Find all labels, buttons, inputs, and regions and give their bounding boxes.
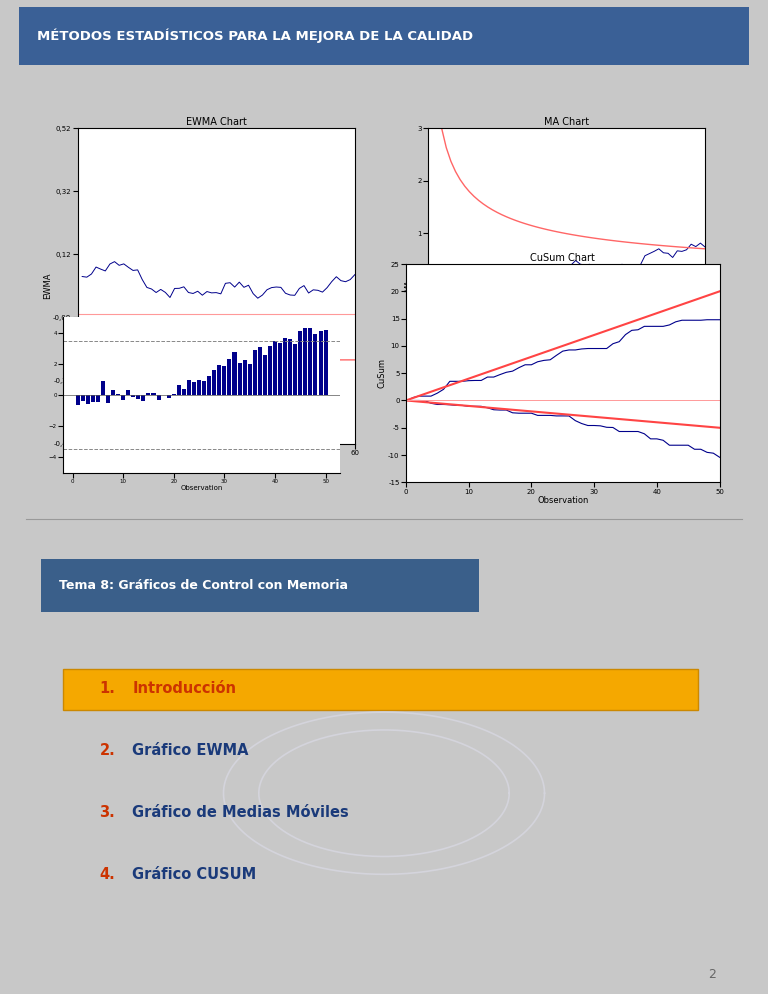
Text: Gráfico EWMA: Gráfico EWMA [132,743,249,757]
Title: MA Chart: MA Chart [544,117,589,127]
Bar [207,376,211,395]
Text: 3.: 3. [99,805,115,820]
Text: Gráfico de Medias Móviles: Gráfico de Medias Móviles [132,805,349,820]
Bar [121,395,125,400]
Bar [223,366,227,395]
Bar [167,395,170,398]
Bar [75,395,80,406]
Bar [263,355,267,395]
Bar [81,395,84,401]
Bar [253,350,257,395]
FancyBboxPatch shape [63,669,697,710]
Bar [116,394,120,395]
Title: EWMA Chart: EWMA Chart [186,117,247,127]
Bar [217,365,221,395]
Bar [101,381,105,395]
Title: CuSum Chart: CuSum Chart [531,253,595,263]
Bar [247,364,252,395]
Bar [293,344,297,395]
Bar [151,394,156,395]
FancyBboxPatch shape [19,7,749,66]
Bar [177,385,180,395]
X-axis label: Observation: Observation [190,457,242,466]
Text: 4.: 4. [99,867,115,882]
Bar [273,341,277,395]
Bar [227,360,231,395]
Text: Introducción: Introducción [132,681,237,696]
Text: 2.: 2. [99,743,115,757]
Bar [298,331,303,395]
Y-axis label: CuSum: CuSum [378,358,387,389]
Text: MÉTODOS ESTADÍSTICOS PARA LA MEJORA DE LA CALIDAD: MÉTODOS ESTADÍSTICOS PARA LA MEJORA DE L… [38,29,474,44]
Bar [96,395,100,402]
X-axis label: Observation: Observation [180,485,223,491]
Bar [192,382,196,395]
Y-axis label: EWMA: EWMA [43,272,51,299]
Bar [278,343,282,395]
Bar [258,347,262,395]
Text: 1.: 1. [99,681,115,696]
Y-axis label: MA: MA [404,279,413,292]
Bar [268,346,272,395]
Text: Gráfico CUSUM: Gráfico CUSUM [132,867,257,882]
Bar [283,338,287,395]
Bar [313,334,317,395]
Bar [212,370,217,395]
Bar [91,395,94,402]
Bar [243,361,247,395]
Bar [288,339,292,395]
Text: Tema 8: Gráficos de Control con Memoria: Tema 8: Gráficos de Control con Memoria [59,580,349,592]
FancyBboxPatch shape [41,560,479,612]
Bar [237,363,242,395]
Bar [136,395,141,399]
Bar [197,381,201,395]
Bar [157,395,161,400]
Bar [303,328,307,395]
Bar [172,394,176,395]
Bar [126,390,131,395]
Bar [309,328,313,395]
Bar [141,395,145,401]
Text: 2: 2 [708,968,717,981]
Bar [111,391,115,395]
Bar [131,395,135,397]
X-axis label: Observation: Observation [541,457,592,466]
Bar [323,330,328,395]
Bar [233,352,237,395]
Bar [86,395,90,404]
X-axis label: Observation: Observation [537,496,588,505]
Bar [202,381,206,395]
Bar [106,395,110,403]
Bar [182,390,186,395]
Bar [187,380,191,395]
Bar [147,393,151,395]
Bar [319,331,323,395]
